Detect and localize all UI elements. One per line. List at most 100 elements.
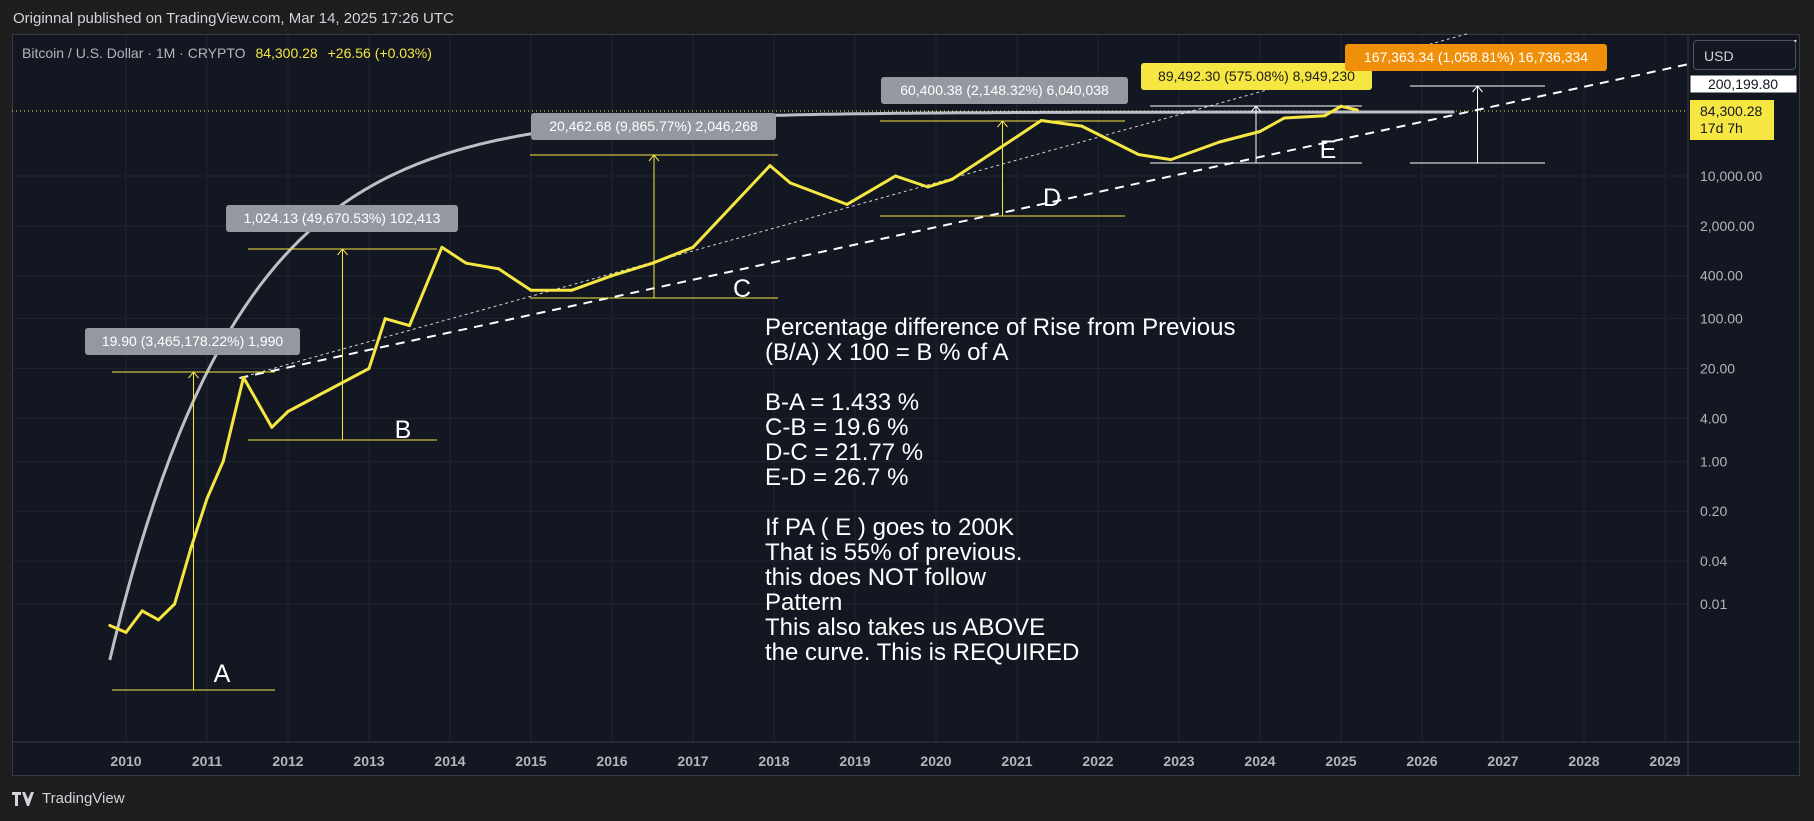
axis-area bbox=[12, 35, 1800, 775]
price-point bbox=[1039, 118, 1043, 122]
measure-label: 60,400.38 (2,148.32%) 6,040,038 bbox=[900, 82, 1109, 98]
x-tick-label: 2022 bbox=[1082, 753, 1113, 769]
y-tick-label: 10,000.00 bbox=[1700, 168, 1762, 184]
price-series bbox=[108, 104, 1359, 634]
tradingview-logo-icon bbox=[12, 791, 34, 806]
measure-label: 167,363.34 (1,058.81%) 16,736,334 bbox=[1364, 49, 1588, 65]
y-tick-label: 400.00 bbox=[1700, 268, 1743, 284]
price-point bbox=[1137, 153, 1140, 157]
x-tick-label: 2010 bbox=[110, 753, 141, 769]
target-price-tag-bg bbox=[1689, 74, 1798, 94]
price-point bbox=[926, 185, 930, 189]
price-point bbox=[845, 202, 849, 206]
x-tick-label: 2023 bbox=[1163, 753, 1194, 769]
measure-label-bg bbox=[531, 113, 776, 140]
x-tick-label: 2011 bbox=[192, 753, 223, 769]
price-point bbox=[894, 174, 897, 178]
measure-label: 20,462.68 (9,865.77%) 2,046,268 bbox=[549, 118, 758, 134]
y-tick-label: 0.04 bbox=[1700, 553, 1727, 569]
currency-button[interactable]: USD bbox=[1693, 40, 1796, 70]
note-line: (B/A) X 100 = B % of A bbox=[765, 339, 1008, 366]
measure-label: 1,024.13 (49,670.53%) 102,413 bbox=[244, 210, 441, 226]
x-tick-label: 2013 bbox=[353, 753, 384, 769]
note-line: Pattern bbox=[765, 589, 842, 616]
measure-e-arrowhead bbox=[1250, 105, 1262, 113]
point-label-e: E bbox=[1320, 136, 1337, 164]
x-tick-label: 2019 bbox=[839, 753, 870, 769]
x-tick-label: 2016 bbox=[596, 753, 627, 769]
price-point bbox=[327, 388, 330, 392]
note-line: D-C = 21.77 % bbox=[765, 439, 923, 466]
target-price-tag: 200,199.80 bbox=[1708, 76, 1778, 92]
symbol-label: Bitcoin / U.S. Dollar · 1M · CRYPTO bbox=[22, 45, 246, 61]
measure-label-bg bbox=[1345, 44, 1607, 71]
chart-frame[interactable] bbox=[12, 34, 1800, 776]
y-tick-label: 0.01 bbox=[1700, 596, 1727, 612]
price-point bbox=[108, 623, 112, 627]
footer-brand[interactable]: TradingView bbox=[12, 790, 125, 807]
price-point bbox=[124, 630, 128, 634]
measure-label-bg bbox=[881, 77, 1128, 104]
price-point bbox=[1323, 114, 1327, 118]
x-tick-label: 2029 bbox=[1649, 753, 1680, 769]
btc-price-line bbox=[109, 104, 1358, 634]
note-line: That is 55% of previous. bbox=[765, 539, 1022, 566]
y-tick-label: 100.00 bbox=[1700, 311, 1743, 327]
note-line: Percentage difference of Rise from Previ… bbox=[765, 314, 1235, 341]
price-point bbox=[497, 267, 501, 271]
measure-label: 19.90 (3,465,178.22%) 1,990 bbox=[102, 333, 284, 349]
y-tick-label: 4.00 bbox=[1700, 410, 1727, 426]
price-point bbox=[383, 317, 387, 321]
measure-b-arrowhead bbox=[337, 248, 348, 256]
symbol-legend[interactable]: Bitcoin / U.S. Dollar · 1M · CRYPTO 84,3… bbox=[22, 45, 432, 61]
y-axis: 10,000.00 2,000.00 400.00 100.00 20.00 4.00 1.… bbox=[1700, 168, 1762, 612]
note-line: B-A = 1.433 % bbox=[765, 389, 919, 416]
price-point bbox=[1218, 140, 1221, 144]
grid bbox=[12, 35, 1688, 742]
note-line: This also takes us ABOVE bbox=[765, 614, 1045, 641]
x-axis: 2010 2011 2012 2013 2014 2015 2016 2017 2018 2019… bbox=[110, 753, 1680, 769]
current-price-tag-bg bbox=[1690, 100, 1774, 140]
price-point bbox=[1258, 130, 1262, 134]
point-label-a: A bbox=[214, 660, 231, 688]
bar-countdown-tag: 17d 7h bbox=[1700, 120, 1743, 136]
last-price: 84,300.28 bbox=[255, 45, 318, 61]
y-tick-label: 0.20 bbox=[1700, 503, 1727, 519]
price-point bbox=[156, 618, 160, 622]
x-tick-label: 2021 bbox=[1001, 753, 1032, 769]
price-point bbox=[1080, 124, 1084, 128]
note-text-block: Percentage difference of Rise from Previ… bbox=[765, 314, 1235, 666]
price-point bbox=[464, 261, 468, 265]
price-point bbox=[173, 602, 177, 606]
price-point bbox=[950, 177, 954, 181]
price-point bbox=[270, 425, 274, 429]
x-tick-label: 2026 bbox=[1406, 753, 1437, 769]
y-tick-label: 1.00 bbox=[1700, 453, 1727, 469]
x-tick-label: 2015 bbox=[515, 753, 546, 769]
price-point bbox=[732, 202, 735, 206]
price-point bbox=[1282, 116, 1286, 120]
price-point bbox=[768, 164, 772, 168]
note-line: If PA ( E ) goes to 200K bbox=[765, 514, 1014, 541]
price-point bbox=[189, 546, 193, 550]
price-point bbox=[610, 274, 614, 278]
x-tick-label: 2027 bbox=[1487, 753, 1518, 769]
price-point bbox=[651, 261, 654, 265]
x-tick-label: 2024 bbox=[1244, 753, 1275, 769]
price-point bbox=[221, 459, 225, 463]
y-tick-label: 2,000.00 bbox=[1700, 218, 1755, 234]
measure-label: 89,492.30 (575.08%) 8,949,230 bbox=[1158, 68, 1355, 84]
x-tick-label: 2017 bbox=[677, 753, 708, 769]
price-point bbox=[691, 245, 695, 249]
price-point bbox=[205, 497, 209, 501]
price-point bbox=[286, 409, 290, 413]
x-tick-label: 2028 bbox=[1568, 753, 1599, 769]
brand-name: TradingView bbox=[42, 790, 125, 807]
measure-c-arrowhead bbox=[648, 154, 660, 162]
price-point bbox=[241, 375, 245, 379]
measure-d-arrowhead bbox=[997, 120, 1008, 128]
measure-label-bg bbox=[1141, 63, 1372, 90]
note-line: E-D = 26.7 % bbox=[765, 464, 908, 491]
x-tick-label: 2025 bbox=[1325, 753, 1356, 769]
